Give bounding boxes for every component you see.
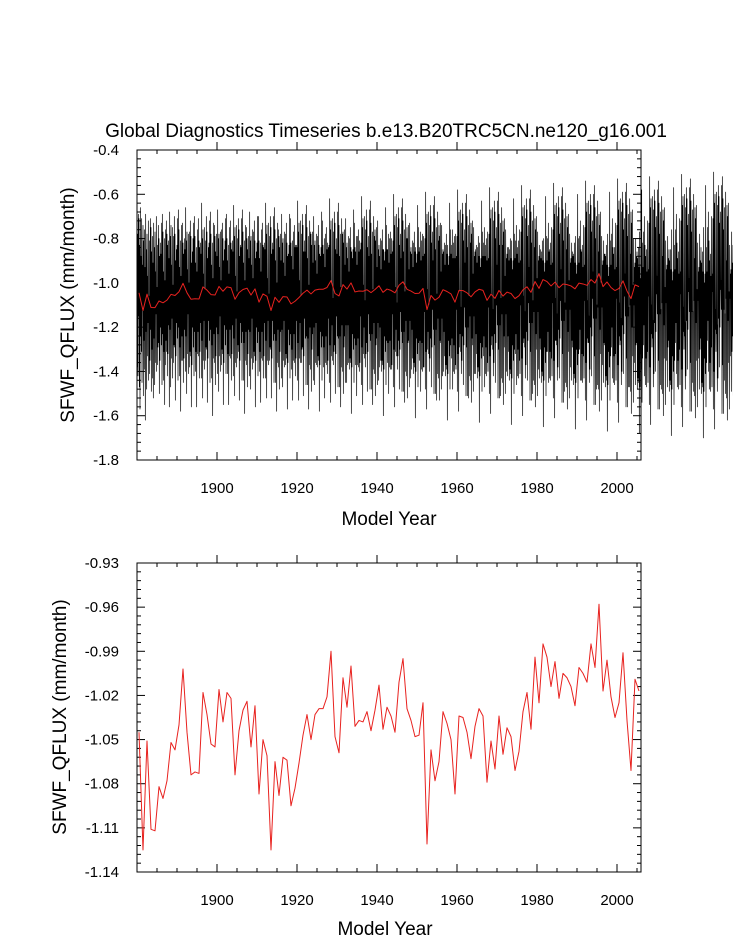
- y-tick-label: -1.08: [85, 776, 119, 793]
- x-tick-label: 2000: [600, 892, 633, 909]
- y-tick-label: -0.6: [93, 186, 119, 203]
- monthly-series-line: [136, 171, 733, 439]
- x-tick-label: 1900: [200, 480, 233, 497]
- plot-frame: [136, 149, 642, 461]
- top-chart-panel: Global Diagnostics Timeseries b.e13.B20T…: [58, 121, 733, 530]
- y-tick-label: -1.8: [93, 452, 119, 469]
- y-tick-label: -0.99: [85, 643, 119, 660]
- x-tick-label: 1980: [520, 892, 553, 909]
- x-tick-label: 1920: [280, 892, 313, 909]
- y-tick-label: -0.8: [93, 231, 119, 248]
- y-axis-label: SFWF_QFLUX (mm/month): [50, 599, 71, 834]
- y-tick-label: -1.05: [85, 732, 119, 749]
- y-tick-label: -1.14: [85, 864, 119, 881]
- x-tick-label: 1920: [280, 480, 313, 497]
- bottom-chart-panel: 1900 1920 1940 1960 1980 2000 -1.14 -1.11 -1.08 -…: [50, 555, 642, 940]
- x-axis-label: Model Year: [337, 919, 433, 940]
- annual-mean-series-line: [138, 273, 640, 312]
- y-tick-label: -1.11: [86, 820, 119, 837]
- x-tick-label: 1940: [360, 480, 393, 497]
- y-tick-label: -1.4: [93, 363, 119, 380]
- y-tick-label: -1.6: [93, 408, 119, 425]
- x-tick-label: 1960: [440, 892, 473, 909]
- x-tick-label: 1900: [200, 892, 233, 909]
- x-tick-label: 1980: [520, 480, 553, 497]
- y-tick-label: -1.02: [85, 687, 119, 704]
- x-tick-label: 2000: [600, 480, 633, 497]
- y-tick-label: -1.2: [93, 319, 119, 336]
- chart-title: Global Diagnostics Timeseries b.e13.B20T…: [105, 121, 667, 142]
- annual-mean-series-line: [138, 603, 640, 851]
- y-tick-label: -0.4: [93, 142, 119, 159]
- y-tick-label: -1.0: [93, 275, 119, 292]
- y-tick-label: -0.93: [85, 555, 119, 572]
- x-tick-label: 1940: [360, 892, 393, 909]
- x-axis-label: Model Year: [341, 509, 437, 530]
- x-tick-label: 1960: [440, 480, 473, 497]
- y-axis-label: SFWF_QFLUX (mm/month): [58, 187, 79, 422]
- plot-frame: [136, 562, 642, 873]
- y-tick-label: -0.96: [85, 599, 119, 616]
